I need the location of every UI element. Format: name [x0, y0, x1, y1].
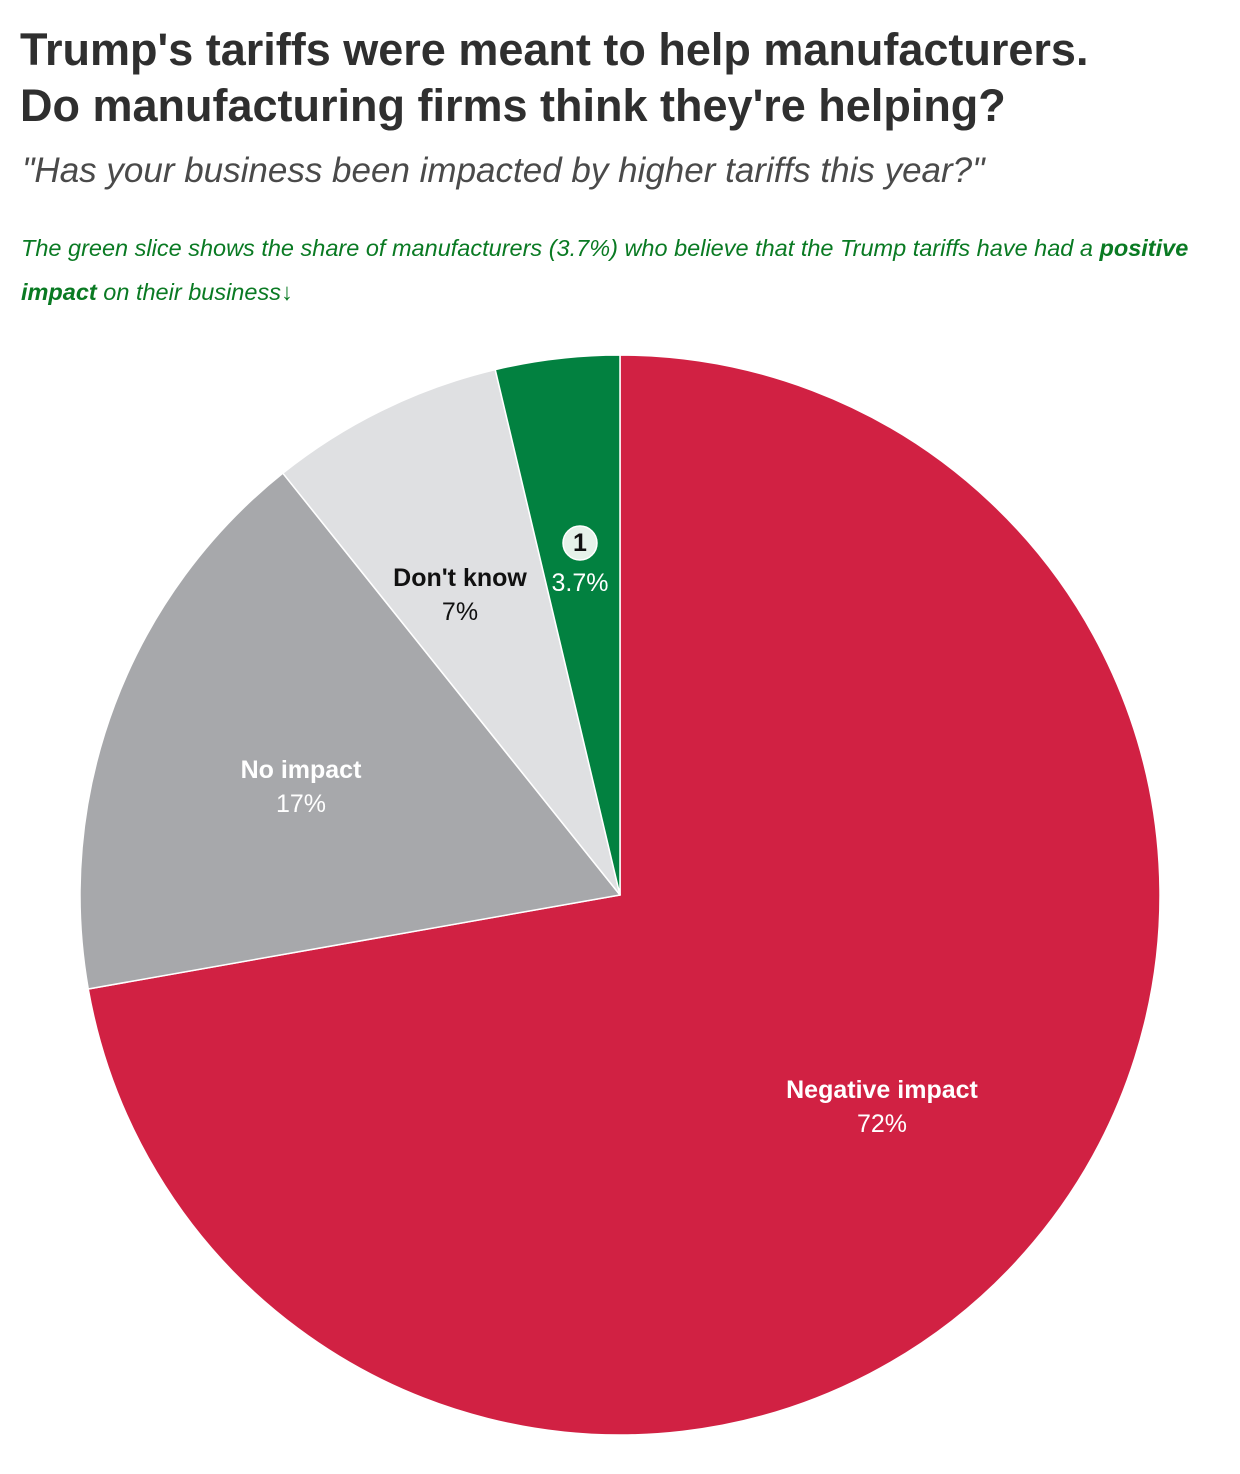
pie-slice-negative — [87, 354, 1161, 1436]
arrow-down-icon: ↓ — [280, 279, 293, 305]
marker-badge — [562, 525, 598, 561]
note-text-after: on their business — [96, 279, 281, 305]
slice-value-negative: 72% — [857, 1110, 907, 1138]
pie-slice-dont-know — [282, 368, 621, 896]
chart-subtitle: "Has your business been impacted by high… — [22, 151, 985, 190]
pie-slice-positive — [494, 354, 621, 896]
marker-badge-text: 1 — [573, 529, 587, 557]
slice-label-dont-know: Don't know 7% — [393, 564, 527, 626]
slice-name-no-impact: No impact — [241, 756, 363, 784]
slice-label-positive: 1 3.7% — [552, 525, 609, 597]
slice-name-negative: Negative impact — [786, 1076, 978, 1104]
slice-value-dont-know: 7% — [442, 598, 478, 626]
slice-label-no-impact: No impact 17% — [241, 756, 363, 818]
slice-value-no-impact: 17% — [276, 790, 326, 818]
note-text-bold: positive impact — [21, 235, 1189, 305]
chart-title: Trump's tariffs were meant to help manuf… — [20, 22, 1220, 134]
title-line-1: Trump's tariffs were meant to help manuf… — [20, 24, 1089, 75]
slice-name-dont-know: Don't know — [393, 564, 527, 592]
annotation-note: The green slice shows the share of manuf… — [21, 226, 1221, 314]
slice-value-positive: 3.7% — [552, 569, 609, 597]
note-text-before: The green slice shows the share of manuf… — [21, 235, 1100, 261]
slice-label-negative: Negative impact 72% — [786, 1076, 978, 1138]
pie-slice-no-impact — [79, 472, 621, 990]
title-line-2: Do manufacturing firms think they're hel… — [20, 80, 1006, 131]
